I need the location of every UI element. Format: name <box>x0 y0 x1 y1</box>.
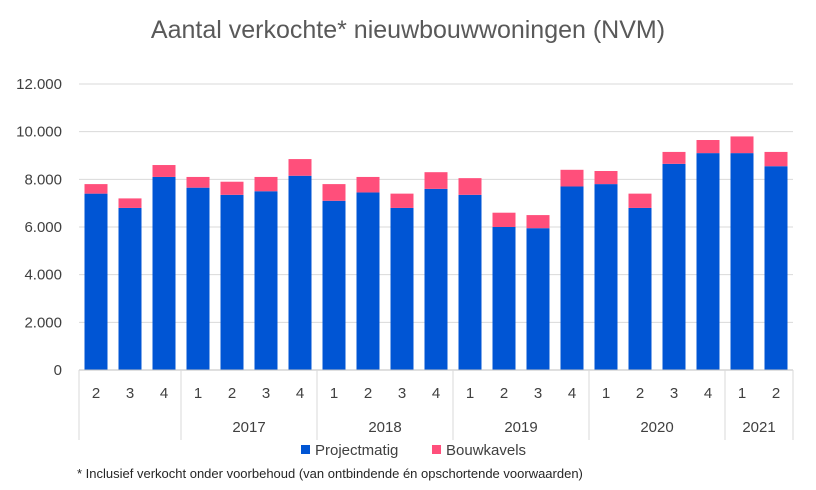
bar-projectmatig <box>356 192 380 370</box>
x-group-label: 2017 <box>232 419 265 436</box>
bar-projectmatig <box>424 188 448 370</box>
bar-bouwkavels <box>628 193 652 208</box>
x-tick-label: 1 <box>194 385 202 402</box>
x-tick-label: 3 <box>126 385 134 402</box>
legend-swatch-bouwkavels <box>432 445 441 454</box>
y-tick-label: 0 <box>54 362 62 379</box>
bar-projectmatig <box>526 228 550 370</box>
bar-bouwkavels <box>424 172 448 189</box>
bar-projectmatig <box>492 227 516 370</box>
bar-bouwkavels <box>118 198 142 208</box>
y-tick-label: 8.000 <box>24 171 62 188</box>
y-tick-label: 12.000 <box>16 76 62 93</box>
x-tick-label: 4 <box>704 385 712 402</box>
bar-bouwkavels <box>526 215 550 229</box>
x-tick-label: 1 <box>738 385 746 402</box>
bar-projectmatig <box>662 163 686 370</box>
x-tick-label: 4 <box>568 385 576 402</box>
x-group-label: 2020 <box>640 419 673 436</box>
footnote: * Inclusief verkocht onder voorbehoud (v… <box>77 466 583 481</box>
bar-bouwkavels <box>560 169 584 187</box>
bar-projectmatig <box>628 207 652 370</box>
x-group-label: 2018 <box>368 419 401 436</box>
bar-projectmatig <box>254 191 278 370</box>
bar-projectmatig <box>764 166 788 370</box>
y-tick-label: 6.000 <box>24 219 62 236</box>
bar-bouwkavels <box>730 136 754 154</box>
x-group-label: 2019 <box>504 419 537 436</box>
x-tick-label: 3 <box>398 385 406 402</box>
legend-swatch-projectmatig <box>301 445 310 454</box>
x-tick-label: 1 <box>466 385 474 402</box>
y-tick-label: 4.000 <box>24 267 62 284</box>
bar-projectmatig <box>390 207 414 370</box>
x-tick-label: 1 <box>330 385 338 402</box>
bar-bouwkavels <box>322 184 346 201</box>
bar-projectmatig <box>560 186 584 370</box>
bar-projectmatig <box>730 153 754 370</box>
x-tick-label: 4 <box>296 385 304 402</box>
x-tick-label: 1 <box>602 385 610 402</box>
bar-bouwkavels <box>152 165 176 177</box>
x-axis: 2 3 4 1 2 3 4 1 2 3 4 1 2 3 4 1 2 3 4 1 2 2017 2018 2019 2020 202… <box>78 369 794 440</box>
bar-bouwkavels <box>492 212 516 227</box>
x-tick-label: 4 <box>432 385 440 402</box>
bar-bouwkavels <box>594 170 618 185</box>
bar-bouwkavels <box>458 178 482 195</box>
legend-label-bouwkavels: Bouwkavels <box>446 442 526 459</box>
chart-title: Aantal verkochte* nieuwbouwwoningen (NVM… <box>151 16 665 44</box>
bar-projectmatig <box>322 200 346 370</box>
bar-bouwkavels <box>390 193 414 208</box>
bar-bouwkavels <box>356 176 380 193</box>
bar-projectmatig <box>696 153 720 370</box>
bar-projectmatig <box>186 187 210 370</box>
legend-label-projectmatig: Projectmatig <box>315 442 398 459</box>
bars <box>84 136 788 370</box>
bar-projectmatig <box>288 175 312 370</box>
legend: Projectmatig Bouwkavels <box>301 442 526 459</box>
bar-bouwkavels <box>84 184 108 194</box>
bar-bouwkavels <box>288 159 312 176</box>
x-tick-label: 2 <box>636 385 644 402</box>
x-tick-label: 2 <box>500 385 508 402</box>
bar-bouwkavels <box>186 176 210 188</box>
bar-projectmatig <box>118 207 142 370</box>
x-tick-label: 4 <box>160 385 168 402</box>
x-group-label: 2021 <box>742 419 775 436</box>
y-tick-label: 2.000 <box>24 314 62 331</box>
x-tick-label: 2 <box>228 385 236 402</box>
x-tick-label: 3 <box>262 385 270 402</box>
x-tick-label: 2 <box>364 385 372 402</box>
bar-bouwkavels <box>254 176 278 192</box>
bar-bouwkavels <box>662 151 686 164</box>
bar-bouwkavels <box>764 151 788 167</box>
x-tick-label: 3 <box>670 385 678 402</box>
bar-projectmatig <box>84 193 108 370</box>
bar-bouwkavels <box>220 181 244 195</box>
bar-projectmatig <box>220 194 244 370</box>
bar-projectmatig <box>458 194 482 370</box>
y-axis-ticks: 0 2.000 4.000 6.000 8.000 10.000 12.000 <box>16 76 62 379</box>
y-tick-label: 10.000 <box>16 124 62 141</box>
x-tick-label: 2 <box>772 385 780 402</box>
bar-bouwkavels <box>696 140 720 154</box>
bar-projectmatig <box>152 176 176 370</box>
x-tick-label: 2 <box>92 385 100 402</box>
bar-projectmatig <box>594 184 618 370</box>
x-tick-label: 3 <box>534 385 542 402</box>
